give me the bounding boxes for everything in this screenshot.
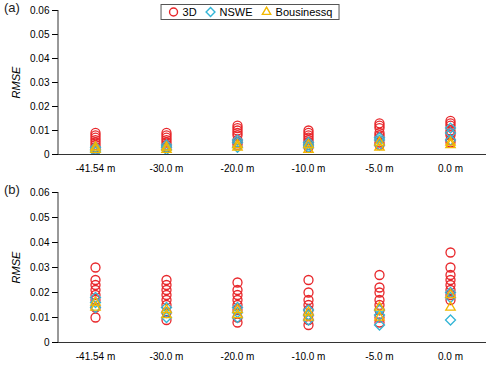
html-text:(a): (a) bbox=[4, 0, 20, 15]
svg-text:-20.0 m: -20.0 m bbox=[221, 351, 255, 362]
svg-text:-41.54 m: -41.54 m bbox=[76, 351, 115, 362]
svg-text:0.03: 0.03 bbox=[30, 262, 50, 273]
svg-text:-5.0 m: -5.0 m bbox=[365, 351, 393, 362]
svg-text:0.06: 0.06 bbox=[30, 187, 50, 198]
svg-text:RMSE: RMSE bbox=[10, 251, 22, 283]
svg-text:0.01: 0.01 bbox=[30, 312, 50, 323]
svg-text:0.04: 0.04 bbox=[30, 237, 50, 248]
svg-text:-5.0 m: -5.0 m bbox=[365, 163, 393, 174]
svg-text:0: 0 bbox=[44, 337, 50, 348]
svg-text:0.0 m: 0.0 m bbox=[438, 163, 463, 174]
svg-text:0.06: 0.06 bbox=[30, 5, 50, 16]
svg-text:RMSE: RMSE bbox=[10, 66, 22, 98]
svg-text:-30.0 m: -30.0 m bbox=[150, 351, 184, 362]
svg-text:-10.0 m: -10.0 m bbox=[292, 351, 326, 362]
svg-text:0.04: 0.04 bbox=[30, 53, 50, 64]
svg-text:0: 0 bbox=[44, 149, 50, 160]
svg-text:-30.0 m: -30.0 m bbox=[150, 163, 184, 174]
svg-text:0.03: 0.03 bbox=[30, 77, 50, 88]
svg-text:0.05: 0.05 bbox=[30, 29, 50, 40]
html-text:(b): (b) bbox=[4, 182, 20, 197]
svg-text:-41.54 m: -41.54 m bbox=[76, 163, 115, 174]
svg-text:-10.0 m: -10.0 m bbox=[292, 163, 326, 174]
svg-text:0.01: 0.01 bbox=[30, 125, 50, 136]
html-text:NSWE: NSWE bbox=[219, 6, 253, 18]
svg-text:0.05: 0.05 bbox=[30, 212, 50, 223]
svg-text:0.02: 0.02 bbox=[30, 287, 50, 298]
html-text:3D: 3D bbox=[182, 6, 197, 18]
svg-text:-20.0 m: -20.0 m bbox=[221, 163, 255, 174]
html-text:Bousinessq: Bousinessq bbox=[275, 6, 333, 18]
svg-text:0.0 m: 0.0 m bbox=[438, 351, 463, 362]
svg-text:0.02: 0.02 bbox=[30, 101, 50, 112]
